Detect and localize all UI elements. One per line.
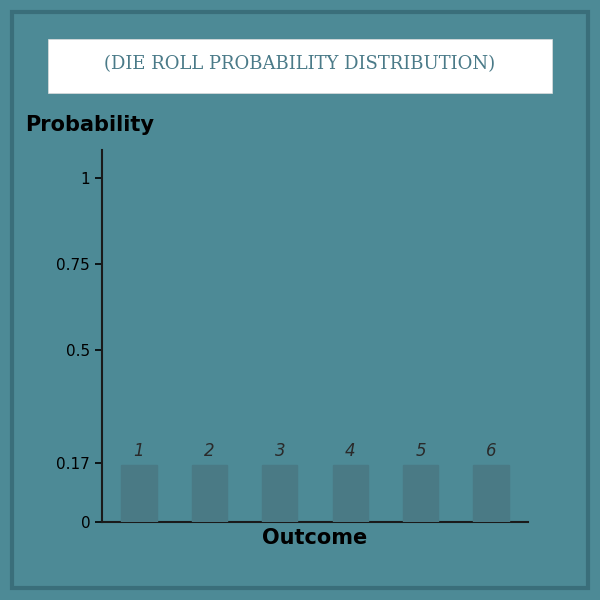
Bar [192,464,227,522]
Bar [262,464,298,522]
X-axis label: Outcome: Outcome [262,527,368,548]
Text: 2: 2 [204,442,215,460]
Text: (DIE ROLL PROBABILITY DISTRIBUTION): (DIE ROLL PROBABILITY DISTRIBUTION) [104,55,496,73]
Text: 4: 4 [345,442,356,460]
Bar [121,464,157,522]
Bar [403,464,438,522]
Text: 1: 1 [134,442,144,460]
Text: 3: 3 [274,442,285,460]
Text: Probability: Probability [25,115,154,135]
Bar [332,464,368,522]
Text: 5: 5 [415,442,426,460]
Bar [473,464,509,522]
Text: 6: 6 [486,442,496,460]
